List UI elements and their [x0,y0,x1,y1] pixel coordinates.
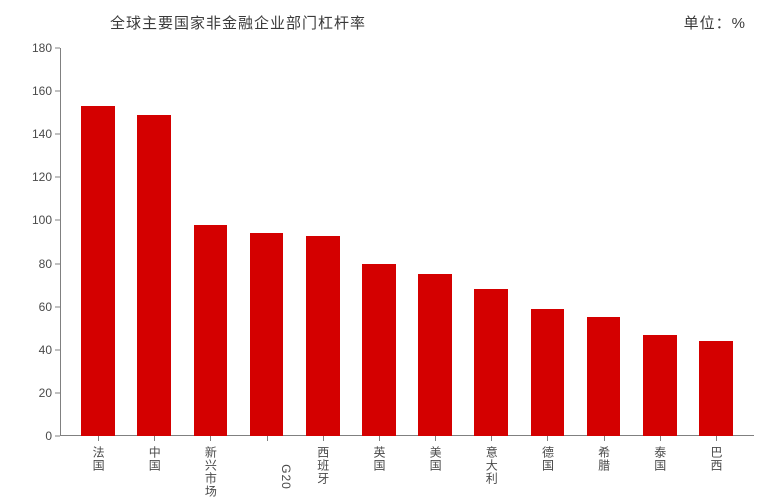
bar [474,289,508,436]
x-label-slot: 意大利 [463,440,519,502]
y-tick-mark [55,134,60,135]
bar-slot [182,48,238,436]
x-label: 美国 [429,446,441,502]
bar [699,341,733,436]
x-label-slot: 法国 [70,440,126,502]
x-label-slot: 英国 [351,440,407,502]
y-tick-label: 80 [39,257,52,271]
x-label: G20 [242,464,292,490]
x-label: 西班牙 [317,446,329,502]
bar [81,106,115,436]
x-label-slot: G20 [239,440,295,502]
x-label-slot: 美国 [407,440,463,502]
bar-slot [632,48,688,436]
bar-slot [126,48,182,436]
chart-header: 全球主要国家非金融企业部门杠杆率 单位：% [0,10,776,34]
bar-slot [239,48,295,436]
y-tick-mark [55,263,60,264]
bar-slot [407,48,463,436]
y-tick-mark [55,349,60,350]
y-tick-label: 120 [32,170,52,184]
chart-unit: 单位：% [684,12,746,33]
x-label-slot: 中国 [126,440,182,502]
bar-slot [351,48,407,436]
bar-slot [519,48,575,436]
x-label: 意大利 [485,446,497,502]
y-tick-label: 60 [39,300,52,314]
bar [643,335,677,436]
bars-group [60,48,754,436]
x-label-slot: 西班牙 [295,440,351,502]
y-tick-mark [55,436,60,437]
x-label-slot: 泰国 [632,440,688,502]
x-label: 中国 [148,446,160,502]
y-tick-label: 140 [32,127,52,141]
bar-slot [463,48,519,436]
chart-title: 全球主要国家非金融企业部门杠杆率 [110,12,366,33]
plot-area: 020406080100120140160180 [60,48,754,436]
x-labels-group: 法国中国 新兴市场 G20 西班牙 英国美国 意大利 德国希腊泰国巴西 [60,440,754,502]
y-tick-label: 160 [32,84,52,98]
x-label: 德国 [541,446,553,502]
bar [306,236,340,436]
y-tick-mark [55,392,60,393]
bar [362,264,396,436]
chart-container: 全球主要国家非金融企业部门杠杆率 单位：% 020406080100120140… [0,0,776,502]
y-tick-mark [55,91,60,92]
y-tick-mark [55,48,60,49]
y-tick-label: 180 [32,41,52,55]
x-label: 泰国 [654,446,666,502]
x-label: 巴西 [710,446,722,502]
y-tick-label: 20 [39,386,52,400]
y-tick-mark [55,306,60,307]
bar-slot [295,48,351,436]
x-label-slot: 巴西 [688,440,744,502]
x-label: 新兴市场 [204,446,216,502]
y-tick-mark [55,220,60,221]
bar [418,274,452,436]
x-label: 法国 [92,446,104,502]
x-label: 希腊 [598,446,610,502]
y-tick-label: 40 [39,343,52,357]
x-label-slot: 新兴市场 [182,440,238,502]
y-tick-label: 100 [32,213,52,227]
y-tick-label: 0 [45,429,52,443]
y-tick-mark [55,177,60,178]
bar [587,317,621,436]
bar [194,225,228,436]
x-label: 英国 [373,446,385,502]
bar-slot [576,48,632,436]
x-label-slot: 德国 [519,440,575,502]
x-label-slot: 希腊 [576,440,632,502]
bar-slot [70,48,126,436]
bar [250,233,284,436]
bar-slot [688,48,744,436]
bar [531,309,565,436]
bar [137,115,171,436]
